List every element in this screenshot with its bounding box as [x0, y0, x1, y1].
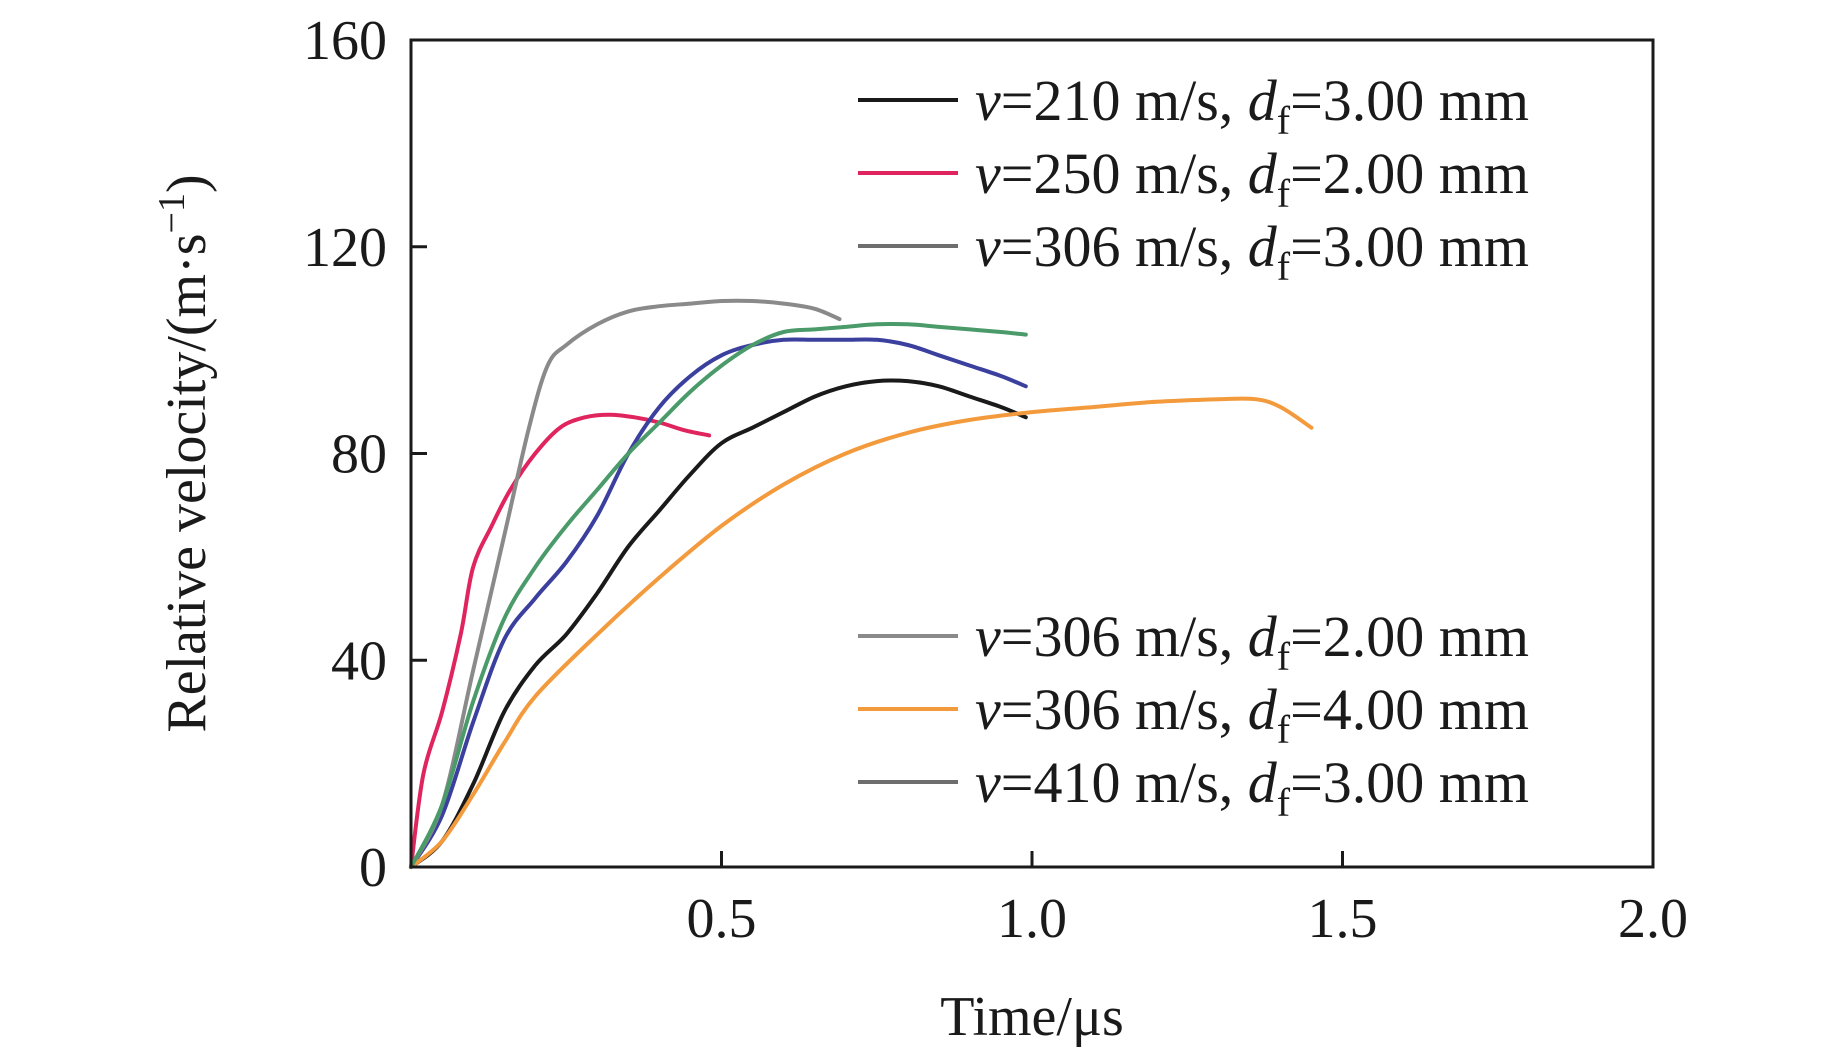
- legend-label-s410-300: v=410 m/s, df=3.00 mm: [975, 750, 1529, 825]
- y-axis-title-main: Relative velocity/(m·s: [156, 233, 218, 732]
- legend-top: v=210 m/s, df=3.00 mmv=250 m/s, df=2.00 …: [858, 68, 1529, 289]
- legend-part-d_sub: f: [1277, 244, 1291, 289]
- legend-part-v_sym: v: [975, 677, 1001, 742]
- y-tick-label: 40: [331, 630, 387, 692]
- legend-label-s306-400: v=306 m/s, df=4.00 mm: [975, 677, 1529, 752]
- legend-part-v_text: =250 m/s,: [1001, 141, 1248, 206]
- legend-part-v_sym: v: [975, 750, 1001, 815]
- y-axis: 0 40 80 120 160: [303, 10, 427, 899]
- y-axis-title-close: ): [156, 174, 218, 193]
- legend-part-v_sym: v: [975, 214, 1001, 279]
- x-tick-label: 1.5: [1308, 888, 1378, 950]
- legend-part-d_sub: f: [1277, 707, 1291, 752]
- legend-part-d_text: =3.00 mm: [1290, 750, 1529, 815]
- y-tick-label: 80: [331, 424, 387, 486]
- legend-part-d_sub: f: [1277, 780, 1291, 825]
- x-tick-label: 2.0: [1618, 888, 1688, 950]
- y-axis-title-superscript: −1: [151, 193, 193, 233]
- legend-part-d_text: =2.00 mm: [1290, 141, 1529, 206]
- legend-label-s306-300: v=306 m/s, df=3.00 mm: [975, 214, 1529, 289]
- y-axis-title: Relative velocity/(m·s−1): [151, 174, 218, 732]
- legend-part-v_text: =306 m/s,: [1001, 677, 1248, 742]
- legend-part-d_sub: f: [1277, 634, 1291, 679]
- x-tick-label: 0.5: [687, 888, 757, 950]
- legend-part-v_sym: v: [975, 141, 1001, 206]
- y-tick-label: 0: [359, 837, 387, 899]
- legend-part-v_text: =306 m/s,: [1001, 604, 1248, 669]
- series-line-s306-200: [409, 298, 842, 869]
- legend-part-d_sym: d: [1248, 604, 1278, 669]
- legend-part-d_sym: d: [1248, 214, 1278, 279]
- legend-part-d_sym: d: [1248, 141, 1278, 206]
- legend-part-d_sub: f: [1277, 98, 1291, 143]
- x-tick-label: 1.0: [997, 888, 1067, 950]
- plot-lines: [409, 298, 1314, 869]
- legend-part-v_sym: v: [975, 604, 1001, 669]
- y-tick-label: 160: [303, 10, 387, 72]
- legend-part-d_sym: d: [1248, 68, 1278, 133]
- x-axis-title: Time/μs: [940, 986, 1124, 1048]
- legend-part-v_text: =306 m/s,: [1001, 214, 1248, 279]
- legend-bottom: v=306 m/s, df=2.00 mmv=306 m/s, df=4.00 …: [858, 604, 1529, 825]
- legend-part-v_text: =210 m/s,: [1001, 68, 1248, 133]
- series-line-s306-300: [409, 337, 1028, 869]
- legend-label-s250-200: v=250 m/s, df=2.00 mm: [975, 141, 1529, 216]
- legend-part-d_sym: d: [1248, 677, 1278, 742]
- legend-part-d_sym: d: [1248, 750, 1278, 815]
- legend-part-d_text: =4.00 mm: [1290, 677, 1529, 742]
- legend-part-d_sub: f: [1277, 171, 1291, 216]
- series-line-s306-400: [409, 396, 1314, 869]
- legend-part-d_text: =2.00 mm: [1290, 604, 1529, 669]
- x-axis: 0.5 1.0 1.5 2.0: [687, 851, 1688, 950]
- series-line-s410-300: [409, 322, 1028, 869]
- legend-label-s210-300: v=210 m/s, df=3.00 mm: [975, 68, 1529, 143]
- legend-label-s306-200: v=306 m/s, df=2.00 mm: [975, 604, 1529, 679]
- legend-part-v_text: =410 m/s,: [1001, 750, 1248, 815]
- legend-part-d_text: =3.00 mm: [1290, 68, 1529, 133]
- series-line-s210-300: [409, 378, 1028, 869]
- legend-part-v_sym: v: [975, 68, 1001, 133]
- legend-part-d_text: =3.00 mm: [1290, 214, 1529, 279]
- y-tick-label: 120: [303, 217, 387, 279]
